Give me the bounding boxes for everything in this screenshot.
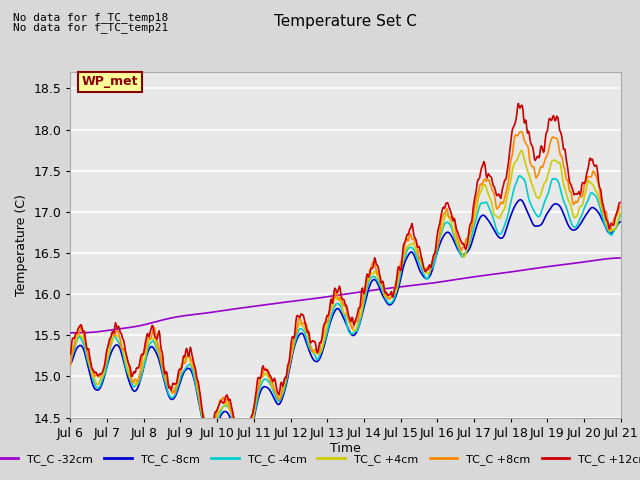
Text: No data for f_TC_temp18: No data for f_TC_temp18: [13, 12, 168, 23]
Y-axis label: Temperature (C): Temperature (C): [15, 194, 28, 296]
Text: WP_met: WP_met: [81, 75, 138, 88]
Text: Temperature Set C: Temperature Set C: [274, 14, 417, 29]
Legend: TC_C -32cm, TC_C -8cm, TC_C -4cm, TC_C +4cm, TC_C +8cm, TC_C +12cm: TC_C -32cm, TC_C -8cm, TC_C -4cm, TC_C +…: [0, 450, 640, 469]
X-axis label: Time: Time: [330, 443, 361, 456]
Text: No data for f_TC_temp21: No data for f_TC_temp21: [13, 22, 168, 33]
